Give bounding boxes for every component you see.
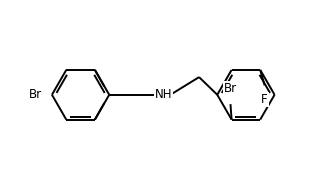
Text: Br: Br (29, 88, 42, 101)
Text: NH: NH (154, 88, 172, 101)
Text: Br: Br (224, 82, 237, 95)
Text: F: F (261, 93, 268, 106)
